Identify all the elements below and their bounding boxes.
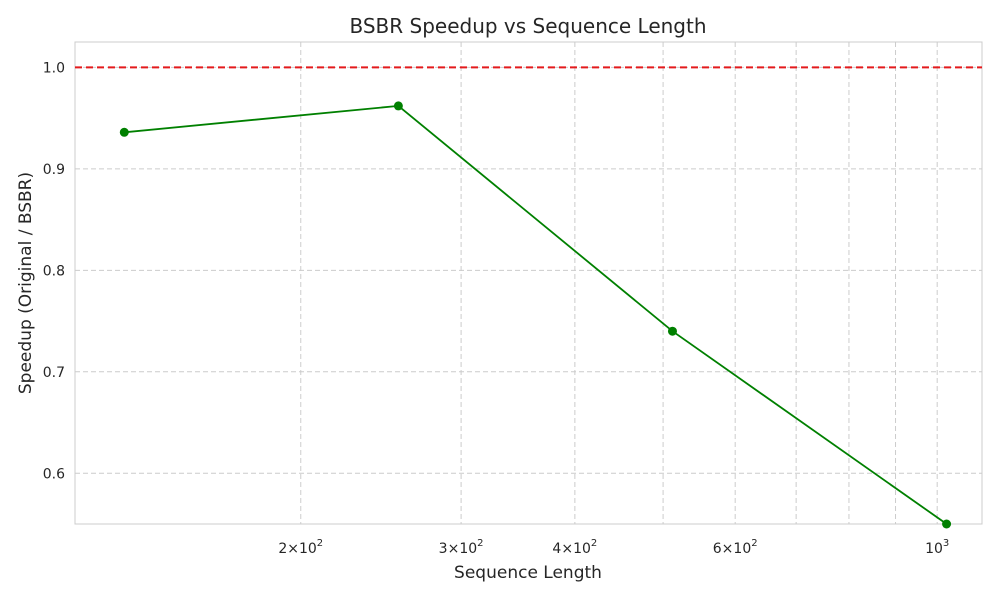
x-tick-exponent: 2	[591, 538, 597, 549]
y-tick-labels: 0.6 0.7 0.8 0.9 1.0	[43, 60, 65, 482]
data-point	[942, 519, 952, 529]
y-tick-label: 0.6	[43, 466, 65, 482]
x-tick-base: 10	[299, 541, 317, 557]
x-tick-base: 10	[459, 541, 477, 557]
data-point	[393, 101, 403, 111]
x-tick-label: 103	[925, 538, 949, 557]
x-tick-exponent: 2	[317, 538, 323, 549]
series-layer	[119, 101, 952, 529]
x-tick-mantissa: 6×	[713, 541, 734, 557]
x-tick-mantissa: 2×	[278, 541, 299, 557]
x-tick-labels: 2×102 3×102 4×102 6×102 103	[278, 538, 949, 557]
x-tick-exponent: 3	[943, 538, 949, 549]
x-tick-label: 3×102	[439, 538, 484, 557]
x-tick-base: 10	[925, 541, 943, 557]
data-point	[667, 326, 677, 336]
x-tick-label: 6×102	[713, 538, 758, 557]
x-tick-label: 2×102	[278, 538, 323, 557]
y-tick-label: 0.7	[43, 365, 65, 381]
y-axis-label: Speedup (Original / BSBR)	[16, 172, 36, 394]
series-line	[124, 104, 948, 525]
grid-layer	[75, 42, 982, 524]
x-tick-exponent: 2	[477, 538, 483, 549]
x-tick-exponent: 2	[751, 538, 757, 549]
y-tick-label: 0.8	[43, 263, 65, 279]
x-tick-base: 10	[733, 541, 751, 557]
x-tick-base: 10	[573, 541, 591, 557]
x-tick-mantissa: 4×	[552, 541, 573, 557]
plot-frame	[74, 41, 983, 525]
y-tick-label: 1.0	[43, 60, 65, 76]
chart-title: BSBR Speedup vs Sequence Length	[349, 14, 706, 38]
y-tick-label: 0.9	[43, 162, 65, 178]
x-tick-mantissa: 3×	[439, 541, 460, 557]
x-tick-label: 4×102	[552, 538, 597, 557]
x-axis-label: Sequence Length	[454, 563, 602, 583]
data-point	[119, 127, 129, 137]
